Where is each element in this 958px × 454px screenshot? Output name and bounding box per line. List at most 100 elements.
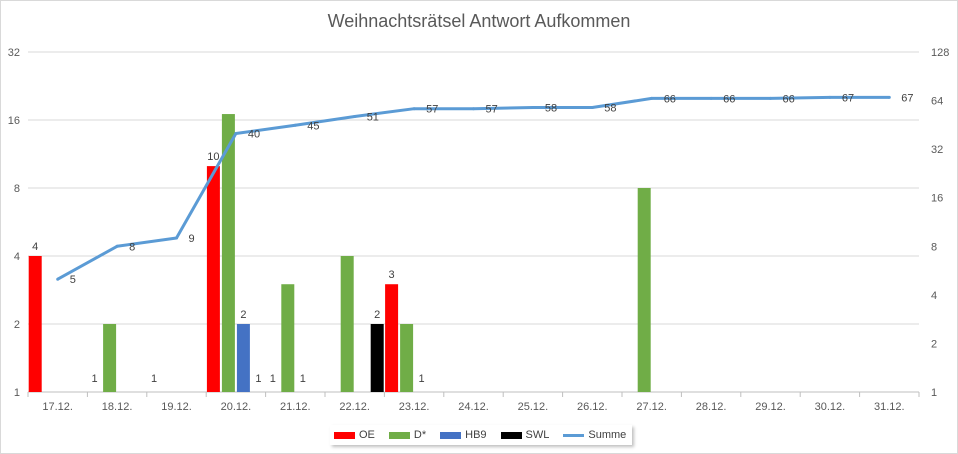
legend-label-swl: SWL <box>525 429 550 441</box>
bar-data-label: 4 <box>32 241 38 253</box>
line-summe-point <box>650 96 654 100</box>
right-tick-label: 1 <box>931 387 937 399</box>
bar-d-1 <box>103 324 117 392</box>
x-tick-label: 26.12. <box>577 401 608 413</box>
legend-swatch-d <box>388 431 410 439</box>
bar-swl-5 <box>370 324 384 392</box>
legend-item-swl: SWL <box>500 429 550 441</box>
line-summe-point <box>590 105 594 109</box>
line-data-label: 5 <box>70 274 76 286</box>
bar-oe-0 <box>28 256 42 392</box>
line-data-label: 57 <box>426 104 438 116</box>
legend-label-d: D* <box>413 429 427 441</box>
bar-data-label: 10 <box>207 151 219 163</box>
line-data-label: 8 <box>129 241 135 253</box>
bar-data-label: 1 <box>300 373 306 385</box>
right-tick-label: 32 <box>931 144 943 156</box>
legend-swatch-summe <box>563 433 585 437</box>
left-tick-label: 1 <box>14 387 20 399</box>
line-summe-point <box>353 114 357 118</box>
line-summe-point <box>887 95 891 99</box>
legend-item-hb9: HB9 <box>440 429 487 441</box>
bar-oe-6 <box>385 284 399 392</box>
line-summe-point <box>115 244 119 248</box>
bar-d-5 <box>340 256 354 392</box>
bar-data-label: 1 <box>151 373 157 385</box>
line-summe-point <box>709 96 713 100</box>
line-data-label: 51 <box>367 111 379 123</box>
left-tick-label: 2 <box>14 319 20 331</box>
right-tick-label: 2 <box>931 338 937 350</box>
line-summe-point <box>412 107 416 111</box>
right-tick-label: 16 <box>931 193 943 205</box>
x-tick-label: 20.12. <box>221 401 252 413</box>
x-tick-label: 24.12. <box>458 401 489 413</box>
line-summe-point <box>234 132 238 136</box>
left-tick-label: 4 <box>14 251 20 263</box>
x-tick-label: 25.12. <box>518 401 549 413</box>
line-summe-point <box>769 96 772 100</box>
legend-label-oe: OE <box>359 429 375 441</box>
chart-legend: OE D* HB9 SWL Summe <box>330 425 633 445</box>
line-data-label: 58 <box>604 102 616 114</box>
line-data-label: 66 <box>723 93 735 105</box>
bar-data-label: 2 <box>374 309 380 321</box>
right-tick-label: 64 <box>931 96 943 108</box>
line-data-label: 58 <box>545 102 557 114</box>
x-tick-label: 17.12. <box>42 401 73 413</box>
legend-item-oe: OE <box>334 429 375 441</box>
line-data-label: 45 <box>307 120 319 132</box>
x-tick-label: 18.12. <box>102 401 133 413</box>
x-tick-label: 22.12. <box>339 401 370 413</box>
x-tick-label: 31.12. <box>874 401 905 413</box>
bar-data-label: 3 <box>389 269 395 281</box>
line-summe-point <box>531 105 535 109</box>
x-tick-label: 19.12. <box>161 401 192 413</box>
right-tick-label: 128 <box>931 47 949 59</box>
bar-d-10 <box>637 188 651 392</box>
x-tick-label: 21.12. <box>280 401 311 413</box>
line-data-label: 9 <box>189 233 195 245</box>
legend-swatch-swl <box>500 431 522 439</box>
x-tick-label: 28.12. <box>696 401 727 413</box>
bar-hb9-3 <box>236 324 250 392</box>
chart-title: Weihnachtsrätsel Antwort Aufkommen <box>327 11 631 31</box>
line-data-label: 67 <box>901 92 913 104</box>
line-summe-point <box>293 123 297 127</box>
line-summe-point <box>828 95 832 99</box>
left-tick-label: 8 <box>14 183 20 195</box>
line-data-label: 67 <box>842 92 854 104</box>
line-data-label: 66 <box>664 93 676 105</box>
line-data-label: 40 <box>248 129 260 141</box>
bar-d-3 <box>221 114 235 393</box>
right-tick-label: 4 <box>931 290 937 302</box>
x-tick-label: 30.12. <box>815 401 846 413</box>
line-data-label: 66 <box>783 93 795 105</box>
x-tick-label: 27.12. <box>636 401 667 413</box>
legend-item-d: D* <box>388 429 427 441</box>
bar-d-4 <box>281 284 295 392</box>
bar-data-label: 1 <box>270 373 276 385</box>
legend-swatch-oe <box>334 431 355 439</box>
bar-d-6 <box>400 324 414 392</box>
legend-swatch-hb9 <box>440 431 462 439</box>
legend-item-summe: Summe <box>563 429 626 441</box>
right-tick-label: 8 <box>931 241 937 253</box>
left-tick-label: 16 <box>8 115 20 127</box>
x-tick-label: 29.12. <box>755 401 786 413</box>
bar-oe-3 <box>206 166 220 392</box>
bar-data-label: 1 <box>255 373 261 385</box>
bar-data-label: 1 <box>419 373 425 385</box>
legend-label-summe: Summe <box>588 429 627 441</box>
bar-data-label: 1 <box>92 373 98 385</box>
line-summe-point <box>175 236 178 240</box>
bar-data-label: 2 <box>240 309 246 321</box>
x-tick-label: 23.12. <box>399 401 430 413</box>
line-data-label: 57 <box>486 104 498 116</box>
legend-label-hb9: HB9 <box>465 429 487 441</box>
line-summe-point <box>472 107 475 111</box>
line-summe-point <box>56 277 60 281</box>
left-tick-label: 32 <box>8 47 20 59</box>
